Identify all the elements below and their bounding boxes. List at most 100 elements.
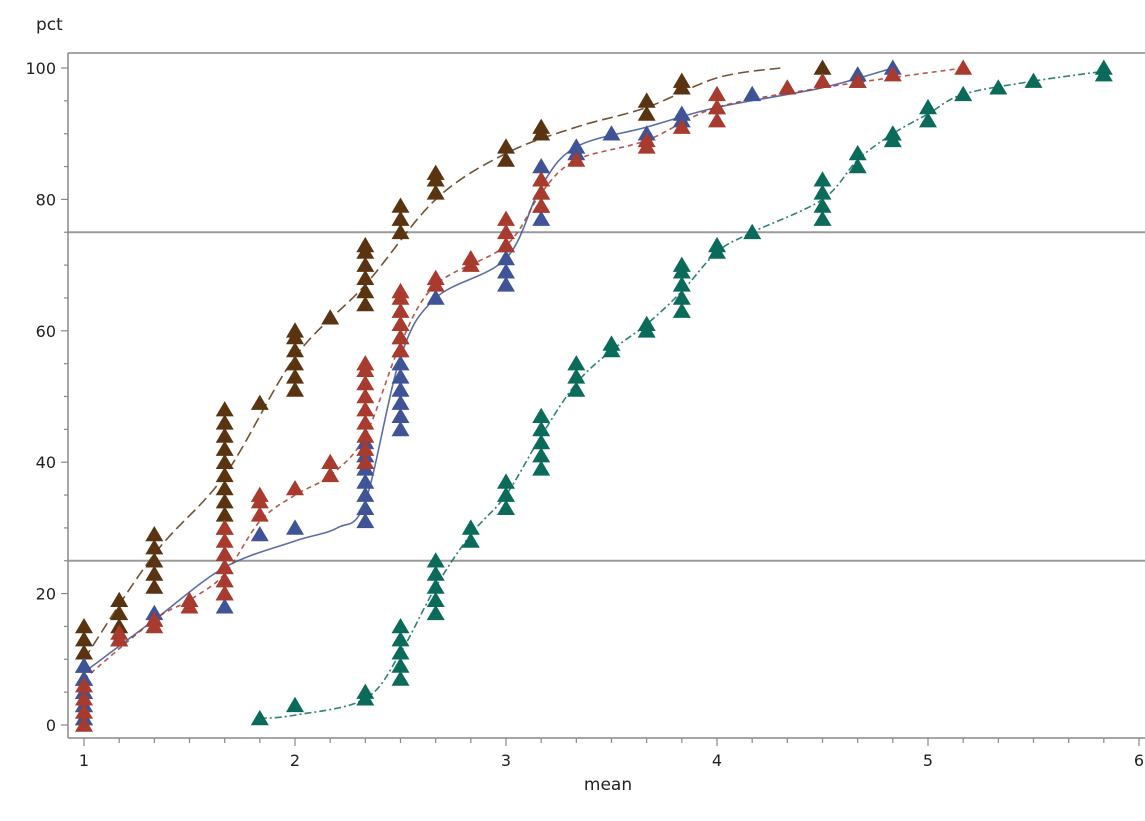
data-point-teal <box>250 709 269 726</box>
data-point-teal <box>672 256 691 272</box>
data-point-red <box>75 690 93 706</box>
data-point-blue <box>391 355 410 371</box>
data-point-brown <box>321 309 340 325</box>
y-tick-label: 100 <box>25 59 56 78</box>
x-tick-label: 5 <box>923 751 933 770</box>
data-point-blue <box>356 512 375 529</box>
fit-curves <box>83 67 1104 720</box>
data-point-red <box>356 401 375 417</box>
fit-curve-red <box>83 67 964 680</box>
data-point-red <box>321 466 340 483</box>
data-point-teal <box>532 434 551 450</box>
data-point-brown <box>215 453 234 469</box>
x-tick-label: 2 <box>290 751 300 770</box>
data-point-teal <box>391 631 410 647</box>
data-point-red <box>532 197 551 213</box>
data-point-red <box>356 440 375 456</box>
data-point-teal <box>532 420 551 437</box>
data-point-teal <box>497 473 515 489</box>
data-point-brown <box>391 197 410 213</box>
data-point-brown <box>110 591 129 607</box>
data-point-teal <box>602 335 621 351</box>
data-point-red <box>532 184 551 200</box>
data-point-red <box>215 572 234 588</box>
data-point-blue <box>497 263 515 279</box>
data-point-teal <box>391 670 410 686</box>
fit-curve-blue <box>83 67 894 674</box>
data-point-teal <box>813 184 832 200</box>
data-point-brown <box>813 59 832 75</box>
data-point-blue <box>356 473 375 489</box>
data-point-red <box>75 677 93 693</box>
data-point-red <box>110 624 129 640</box>
data-point-brown <box>145 565 164 581</box>
data-point-teal <box>672 302 691 318</box>
data-point-blue <box>497 276 515 292</box>
data-point-blue <box>356 499 375 515</box>
data-point-teal <box>813 171 832 187</box>
axes <box>67 52 1145 739</box>
data-point-teal <box>919 112 937 128</box>
data-point-blue <box>497 250 515 266</box>
y-axis-title: pct <box>36 15 63 35</box>
data-point-red <box>954 59 973 75</box>
data-point-teal <box>813 197 832 213</box>
data-point-red <box>356 388 375 404</box>
data-point-brown <box>215 427 234 443</box>
data-point-teal <box>391 618 410 634</box>
data-point-red <box>356 453 375 469</box>
data-point-teal <box>391 657 410 673</box>
data-point-brown <box>110 604 129 621</box>
data-point-teal <box>426 591 445 607</box>
data-point-red <box>497 223 515 240</box>
data-point-brown <box>356 282 375 299</box>
data-point-brown <box>75 618 93 634</box>
data-point-red <box>215 585 234 601</box>
data-point-teal <box>883 125 902 141</box>
data-point-red <box>215 545 234 561</box>
y-tick-label: 60 <box>36 322 56 341</box>
data-point-red <box>391 342 410 358</box>
data-point-teal <box>426 604 445 621</box>
data-point-red <box>250 486 269 502</box>
data-point-blue <box>532 158 551 174</box>
data-point-brown <box>215 401 234 417</box>
data-point-teal <box>391 644 410 660</box>
data-point-blue <box>391 368 410 384</box>
data-point-teal <box>497 499 515 515</box>
data-point-brown <box>145 578 164 594</box>
data-point-brown <box>215 466 234 483</box>
data-point-brown <box>426 184 445 200</box>
y-axis-ticks: 0 20 40 60 80 100 <box>25 59 68 735</box>
data-point-red <box>215 558 234 575</box>
data-point-brown <box>250 394 269 410</box>
data-point-teal <box>637 315 656 331</box>
data-point-brown <box>672 72 691 88</box>
data-point-blue <box>391 381 410 397</box>
x-axis-ticks: 1 2 3 4 5 6 <box>79 738 1144 770</box>
data-point-brown <box>75 644 93 660</box>
data-point-teal <box>461 532 480 548</box>
data-point-red <box>250 506 269 522</box>
data-point-brown <box>356 256 375 272</box>
data-point-brown <box>532 118 551 134</box>
data-point-teal <box>567 368 586 384</box>
data-point-teal <box>567 381 586 397</box>
reference-lines <box>68 231 1145 562</box>
data-point-blue <box>250 526 269 542</box>
data-point-teal <box>708 236 726 253</box>
x-tick-label: 3 <box>501 751 511 770</box>
data-point-blue <box>602 125 621 141</box>
data-point-brown <box>215 493 234 509</box>
data-point-brown <box>286 381 304 397</box>
data-point-red <box>708 98 726 115</box>
data-point-red <box>708 85 726 102</box>
data-point-teal <box>567 355 586 371</box>
data-point-teal <box>672 289 691 305</box>
data-point-teal <box>989 79 1008 95</box>
data-point-brown <box>356 236 375 253</box>
data-point-red <box>215 519 234 535</box>
data-point-brown <box>637 92 656 108</box>
data-point-red <box>637 131 656 148</box>
